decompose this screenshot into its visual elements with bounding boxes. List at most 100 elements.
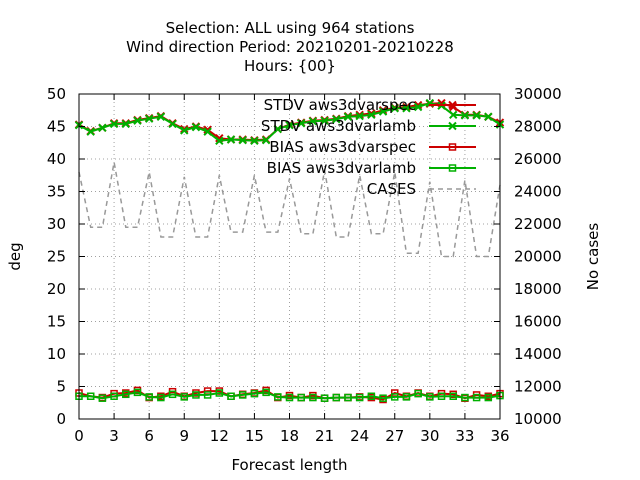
y2-tick-label: 22000 bbox=[514, 215, 562, 233]
x-tick-label: 3 bbox=[109, 427, 119, 445]
axis-ticks: 0 3 6 9 12 15 18 21 24 27 30 33 36051015202530354045… bbox=[47, 85, 562, 445]
x-tick-label: 12 bbox=[210, 427, 229, 445]
plot-series bbox=[74, 98, 505, 404]
title-line: Selection: ALL using 964 stations bbox=[166, 19, 415, 37]
series-1 bbox=[74, 98, 505, 146]
data-point-square bbox=[437, 392, 446, 400]
data-point-x bbox=[98, 123, 107, 133]
data-point-x bbox=[308, 117, 318, 126]
data-point-square bbox=[215, 389, 224, 397]
data-point-square bbox=[461, 393, 469, 402]
y2-tick-label: 20000 bbox=[514, 248, 562, 266]
data-point-x bbox=[109, 119, 119, 129]
data-point-square bbox=[122, 390, 130, 399]
data-point-x bbox=[203, 127, 212, 136]
data-point-x bbox=[180, 126, 189, 135]
data-point-x bbox=[226, 135, 236, 144]
y2-tick-label: 18000 bbox=[514, 280, 562, 298]
data-point-square bbox=[448, 164, 457, 172]
data-point-square bbox=[426, 393, 434, 401]
y-tick-label: 45 bbox=[47, 118, 66, 136]
series-line bbox=[79, 391, 501, 400]
data-point-square bbox=[250, 389, 259, 398]
data-point-x bbox=[156, 112, 166, 121]
data-point-square bbox=[332, 393, 341, 402]
data-point-square bbox=[297, 393, 305, 402]
series-line bbox=[78, 162, 501, 258]
data-point-square bbox=[309, 393, 317, 402]
x-tick-label: 0 bbox=[74, 427, 84, 445]
y-tick-label: 0 bbox=[56, 410, 66, 428]
data-point-x bbox=[203, 125, 212, 134]
data-point-square bbox=[98, 394, 107, 402]
x-tick-label: 15 bbox=[245, 427, 264, 445]
data-point-square bbox=[192, 391, 200, 399]
data-point-x bbox=[320, 116, 329, 125]
data-point-square bbox=[414, 389, 422, 398]
x-axis-label: Forecast length bbox=[231, 456, 347, 474]
y2-tick-label: 28000 bbox=[514, 118, 562, 136]
data-point-x bbox=[472, 111, 481, 120]
data-point-x bbox=[390, 104, 399, 113]
data-point-x bbox=[296, 119, 306, 128]
y-axis-label: deg bbox=[6, 242, 24, 270]
data-point-x bbox=[261, 135, 271, 145]
data-point-square bbox=[367, 392, 376, 400]
y2-axis-label: No cases bbox=[584, 223, 602, 291]
data-point-x bbox=[144, 114, 154, 123]
x-tick-label: 33 bbox=[455, 427, 474, 445]
data-point-x bbox=[460, 111, 470, 120]
y-tick-label: 50 bbox=[47, 85, 66, 103]
y-tick-label: 30 bbox=[47, 215, 66, 233]
x-tick-label: 6 bbox=[144, 427, 154, 445]
y2-tick-label: 12000 bbox=[514, 378, 562, 396]
data-point-x bbox=[449, 110, 458, 120]
legend-label: STDV aws3dvarlamb bbox=[261, 117, 416, 135]
y-tick-label: 25 bbox=[47, 248, 66, 266]
data-point-x bbox=[273, 124, 283, 134]
data-point-square bbox=[180, 393, 188, 401]
legend-label: BIAS aws3dvarspec bbox=[269, 138, 416, 156]
data-point-square bbox=[472, 393, 481, 402]
y2-tick-label: 26000 bbox=[514, 150, 562, 168]
data-point-square bbox=[145, 393, 153, 401]
y-tick-label: 35 bbox=[47, 183, 66, 201]
y2-tick-label: 24000 bbox=[514, 183, 562, 201]
y-tick-label: 20 bbox=[47, 280, 66, 298]
x-tick-label: 27 bbox=[385, 427, 404, 445]
data-point-square bbox=[238, 391, 247, 399]
data-point-x bbox=[238, 135, 247, 145]
y-tick-label: 5 bbox=[56, 378, 66, 396]
legend-label: STDV aws3dvarspec bbox=[264, 96, 416, 114]
data-point-square bbox=[379, 394, 387, 402]
data-point-x bbox=[86, 127, 95, 136]
legend: STDV aws3dvarspec STDV aws3dvarlamb BIAS a… bbox=[261, 96, 476, 198]
data-point-square bbox=[355, 393, 364, 402]
data-point-x bbox=[402, 104, 411, 113]
data-point-x bbox=[355, 111, 364, 121]
y2-tick-label: 10000 bbox=[514, 410, 562, 428]
y-tick-label: 10 bbox=[47, 345, 66, 363]
data-point-square bbox=[344, 393, 352, 402]
data-point-x bbox=[133, 116, 142, 125]
y2-tick-label: 14000 bbox=[514, 345, 562, 363]
title-line: Hours: {00} bbox=[244, 57, 336, 75]
data-point-x bbox=[168, 119, 177, 129]
data-point-x bbox=[448, 121, 457, 131]
data-point-square bbox=[133, 388, 142, 397]
data-point-x bbox=[367, 110, 376, 120]
data-point-x bbox=[343, 112, 353, 121]
data-point-x bbox=[121, 119, 130, 129]
data-point-x bbox=[250, 136, 259, 146]
data-point-x bbox=[413, 102, 423, 112]
data-point-x bbox=[285, 120, 294, 130]
data-point-square bbox=[285, 393, 294, 402]
x-tick-label: 18 bbox=[280, 427, 299, 445]
data-point-x bbox=[215, 136, 224, 146]
data-point-square bbox=[168, 390, 177, 399]
y-tick-label: 40 bbox=[47, 150, 66, 168]
legend-label: CASES bbox=[367, 180, 416, 198]
data-point-square bbox=[203, 391, 212, 399]
